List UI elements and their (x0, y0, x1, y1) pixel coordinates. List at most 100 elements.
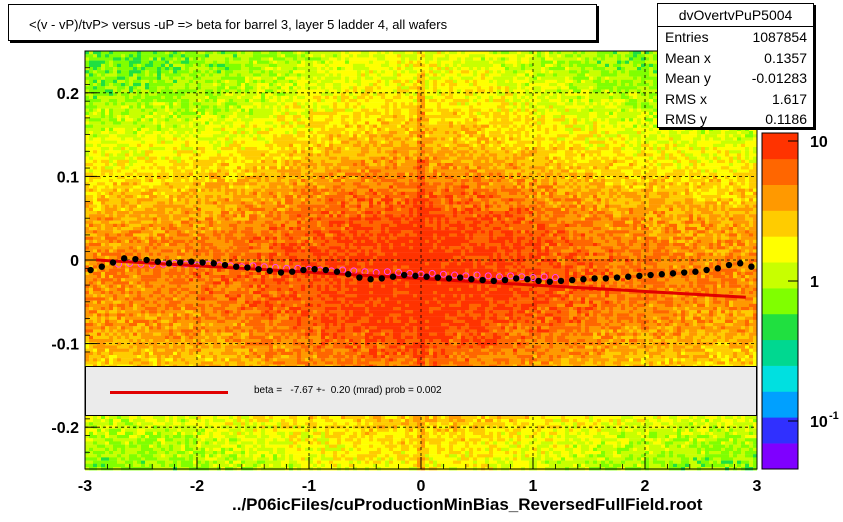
heatmap-cell (525, 127, 529, 132)
heatmap-cell (633, 67, 637, 71)
heatmap-cell (469, 115, 473, 119)
heatmap-cell (549, 140, 553, 144)
heatmap-cell (361, 108, 365, 112)
heatmap-cell (525, 60, 529, 64)
heatmap-cell (209, 108, 213, 112)
heatmap-cell (129, 60, 133, 64)
heatmap-cell (377, 60, 381, 64)
heatmap-cell (509, 140, 513, 144)
heatmap-cell (553, 51, 557, 55)
heatmap-cell (545, 86, 549, 90)
heatmap-cell (233, 67, 237, 71)
heatmap-cell (401, 86, 405, 90)
heatmap-cell (581, 99, 585, 103)
heatmap-cell (373, 118, 377, 122)
heatmap-cell (113, 121, 117, 125)
heatmap-cell (137, 131, 141, 135)
heatmap-cell (185, 131, 189, 135)
heatmap-cell (189, 73, 193, 77)
heatmap-cell (269, 92, 273, 96)
heatmap-cell (189, 124, 193, 128)
heatmap-cell (537, 105, 541, 109)
heatmap-cell (589, 92, 593, 96)
heatmap-cell (685, 140, 689, 144)
heatmap-cell (613, 70, 617, 74)
heatmap-cell (433, 79, 437, 84)
heatmap-cell (325, 89, 329, 93)
heatmap-cell (285, 131, 289, 135)
heatmap-cell (341, 92, 345, 96)
heatmap-cell (337, 115, 341, 119)
heatmap-cell (285, 54, 289, 58)
heatmap-cell (349, 124, 353, 128)
heatmap-cell (97, 140, 101, 144)
heatmap-cell (233, 99, 237, 103)
heatmap-cell (393, 102, 397, 106)
heatmap-cell (601, 57, 605, 61)
heatmap-cell (513, 83, 517, 87)
heatmap-cell (305, 86, 309, 90)
heatmap-cell (333, 67, 337, 71)
heatmap-cell (485, 83, 489, 87)
heatmap-cell (109, 99, 113, 103)
heatmap-cell (649, 76, 653, 80)
heatmap-cell (561, 83, 565, 87)
heatmap-cell (193, 95, 197, 100)
heatmap-cell (505, 102, 509, 106)
heatmap-cell (265, 73, 269, 77)
heatmap-cell (577, 143, 581, 148)
heatmap-cell (257, 63, 261, 68)
heatmap-cell (605, 137, 609, 141)
heatmap-cell (241, 63, 245, 68)
heatmap-cell (169, 70, 173, 74)
heatmap-cell (585, 131, 589, 135)
heatmap-cell (209, 92, 213, 96)
heatmap-cell (353, 108, 357, 112)
heatmap-cell (353, 118, 357, 122)
heatmap-cell (121, 92, 125, 96)
heatmap-cell (417, 54, 421, 58)
heatmap-cell (425, 89, 429, 93)
heatmap-cell (157, 134, 161, 138)
heatmap-cell (453, 92, 457, 96)
heatmap-cell (505, 79, 509, 84)
heatmap-cell (113, 57, 117, 61)
heatmap-cell (385, 67, 389, 71)
heatmap-cell (409, 127, 413, 132)
heatmap-cell (309, 83, 313, 87)
heatmap-cell (273, 111, 277, 116)
heatmap-cell (449, 51, 453, 55)
heatmap-cell (377, 108, 381, 112)
heatmap-cell (505, 57, 509, 61)
heatmap-cell (529, 115, 533, 119)
heatmap-cell (265, 99, 269, 103)
heatmap-cell (333, 83, 337, 87)
heatmap-cell (461, 140, 465, 144)
heatmap-cell (377, 89, 381, 93)
heatmap-cell (481, 118, 485, 122)
heatmap-cell (313, 102, 317, 106)
heatmap-cell (149, 70, 153, 74)
heatmap-cell (217, 131, 221, 135)
heatmap-cell (189, 76, 193, 80)
heatmap-cell (101, 108, 105, 112)
heatmap-cell (505, 115, 509, 119)
heatmap-cell (545, 83, 549, 87)
heatmap-cell (617, 131, 621, 135)
heatmap-cell (93, 67, 97, 71)
heatmap-cell (593, 105, 597, 109)
heatmap-cell (637, 115, 641, 119)
heatmap-cell (621, 79, 625, 84)
heatmap-cell (265, 127, 269, 132)
heatmap-cell (549, 127, 553, 132)
heatmap-cell (221, 83, 225, 87)
heatmap-cell (245, 73, 249, 77)
heatmap-cell (229, 79, 233, 84)
heatmap-cell (185, 60, 189, 64)
heatmap-cell (561, 118, 565, 122)
heatmap-cell (577, 127, 581, 132)
heatmap-cell (157, 124, 161, 128)
heatmap-cell (333, 140, 337, 144)
heatmap-cell (461, 67, 465, 71)
heatmap-cell (141, 76, 145, 80)
